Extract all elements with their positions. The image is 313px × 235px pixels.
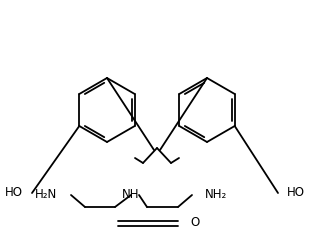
Text: HO: HO (287, 187, 305, 200)
Text: O: O (190, 216, 199, 230)
Text: NH: NH (122, 188, 140, 201)
Text: H₂N: H₂N (35, 188, 57, 201)
Text: NH₂: NH₂ (205, 188, 227, 201)
Text: HO: HO (5, 187, 23, 200)
